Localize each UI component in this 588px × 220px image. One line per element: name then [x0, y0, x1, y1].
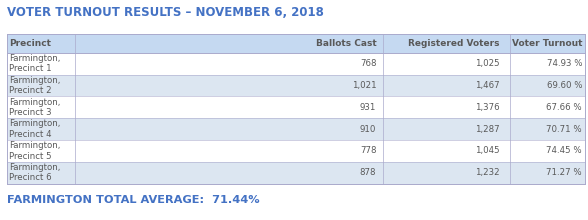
Bar [7, 34, 585, 53]
Bar [7, 75, 585, 96]
Text: VOTER TURNOUT RESULTS – NOVEMBER 6, 2018: VOTER TURNOUT RESULTS – NOVEMBER 6, 2018 [7, 6, 324, 18]
Text: Farmington,
Precinct 1: Farmington, Precinct 1 [9, 54, 60, 73]
Text: 70.71 %: 70.71 % [546, 125, 582, 134]
Text: 71.27 %: 71.27 % [546, 168, 582, 177]
Bar [7, 140, 585, 162]
Text: 768: 768 [360, 59, 376, 68]
Bar [7, 96, 585, 118]
Text: 69.60 %: 69.60 % [547, 81, 582, 90]
Text: 67.66 %: 67.66 % [546, 103, 582, 112]
Text: FARMINGTON TOTAL AVERAGE:  71.44%: FARMINGTON TOTAL AVERAGE: 71.44% [7, 195, 260, 205]
Text: 1,025: 1,025 [475, 59, 500, 68]
Text: 74.45 %: 74.45 % [546, 147, 582, 156]
Bar [7, 53, 585, 75]
Text: 1,045: 1,045 [475, 147, 500, 156]
Text: Voter Turnout: Voter Turnout [512, 39, 582, 48]
Bar [7, 118, 585, 140]
Text: Registered Voters: Registered Voters [408, 39, 500, 48]
Text: 1,287: 1,287 [475, 125, 500, 134]
Text: 778: 778 [360, 147, 376, 156]
Text: 1,232: 1,232 [475, 168, 500, 177]
Text: Farmington,
Precinct 6: Farmington, Precinct 6 [9, 163, 60, 183]
Text: 878: 878 [360, 168, 376, 177]
Text: 1,376: 1,376 [475, 103, 500, 112]
Bar [7, 162, 585, 184]
Text: Ballots Cast: Ballots Cast [316, 39, 376, 48]
Text: 1,467: 1,467 [475, 81, 500, 90]
Text: 74.93 %: 74.93 % [547, 59, 582, 68]
Text: Farmington,
Precinct 5: Farmington, Precinct 5 [9, 141, 60, 161]
Text: 1,021: 1,021 [352, 81, 376, 90]
Text: Farmington,
Precinct 4: Farmington, Precinct 4 [9, 119, 60, 139]
Text: Precinct: Precinct [9, 39, 51, 48]
Text: Farmington,
Precinct 2: Farmington, Precinct 2 [9, 76, 60, 95]
Text: 931: 931 [360, 103, 376, 112]
Text: Farmington,
Precinct 3: Farmington, Precinct 3 [9, 98, 60, 117]
Text: 910: 910 [360, 125, 376, 134]
